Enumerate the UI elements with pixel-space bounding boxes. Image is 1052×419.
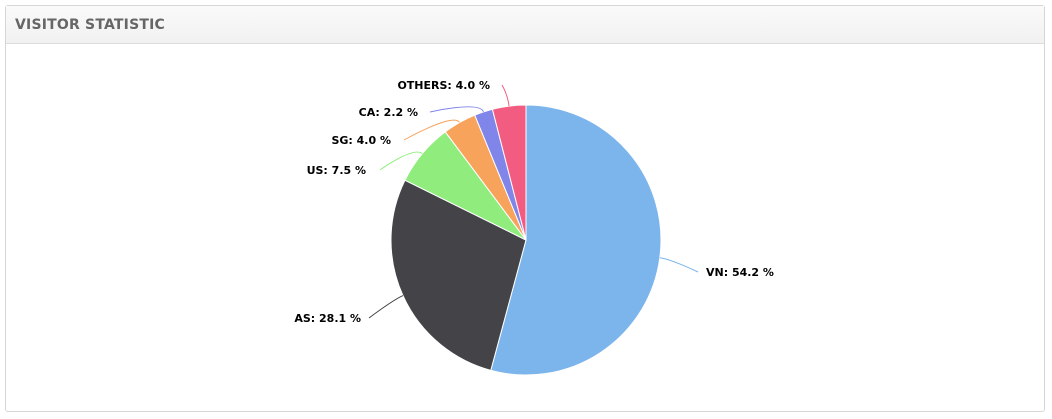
pie-slices	[390, 104, 662, 376]
panel-title: VISITOR STATISTIC	[15, 16, 166, 33]
data-label-ca: CA: 2.2 %	[359, 106, 418, 119]
data-label-sg: SG: 4.0 %	[331, 134, 391, 147]
pie-slice-as[interactable]	[390, 179, 527, 371]
label-connectors	[368, 84, 699, 319]
visitor-statistic-panel: VISITOR STATISTIC VN: 54.2 % AS: 28.1 % US…	[5, 5, 1045, 412]
connector-sg	[403, 119, 460, 141]
data-label-vn: VN: 54.2 %	[706, 266, 774, 279]
connector-us	[379, 151, 423, 171]
connector-others	[501, 84, 510, 107]
data-label-us: US: 7.5 %	[307, 164, 366, 177]
pie-chart: VN: 54.2 % AS: 28.1 % US: 7.5 % SG: 4.0 % CA…	[294, 79, 774, 376]
data-label-others: OTHERS: 4.0 %	[397, 79, 490, 92]
data-label-as: AS: 28.1 %	[294, 312, 361, 325]
data-labels: VN: 54.2 % AS: 28.1 % US: 7.5 % SG: 4.0 % CA…	[294, 79, 774, 325]
connector-vn	[659, 257, 699, 273]
panel-header: VISITOR STATISTIC	[6, 6, 1044, 44]
pie-slice-vn[interactable]	[490, 104, 662, 376]
chart-area: VN: 54.2 % AS: 28.1 % US: 7.5 % SG: 4.0 % CA…	[6, 44, 1044, 411]
connector-as	[368, 295, 404, 319]
connector-ca	[429, 106, 484, 113]
pie-slice-others[interactable]	[491, 104, 527, 241]
